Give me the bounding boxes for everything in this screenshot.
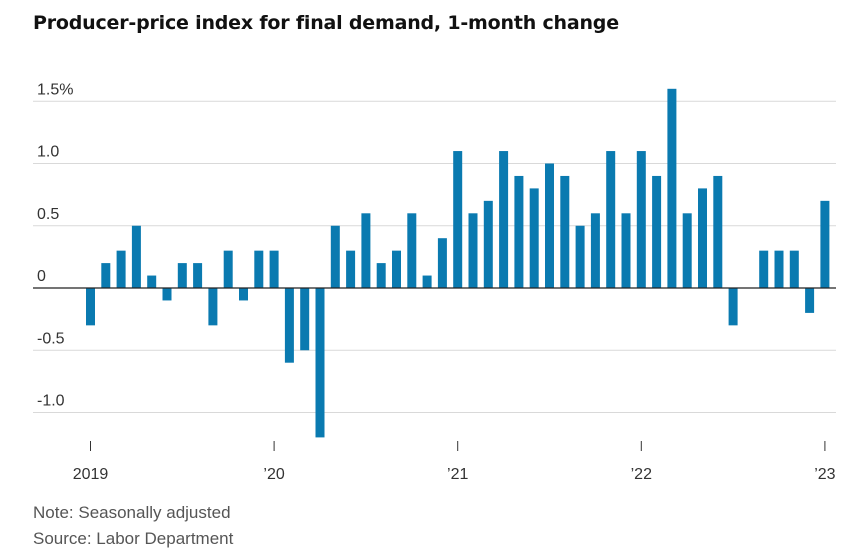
y-tick-label: 0 [37,268,46,285]
bar [330,225,340,288]
bar [147,275,157,288]
bar [499,151,509,288]
bar [789,250,799,288]
y-tick-label: 0.5 [37,206,59,223]
bar [86,288,95,326]
bar [116,250,126,288]
bar [223,250,233,288]
bar [453,151,463,288]
chart-source: Source: Labor Department [33,529,234,548]
bar [422,275,432,288]
bar [346,250,356,288]
y-tick-label: 1.5% [37,81,73,98]
x-tick-label: 2019 [73,466,109,483]
bar [101,263,111,288]
bar [437,238,447,288]
bar [284,288,294,363]
bar [468,213,478,288]
x-tick-label: ’23 [814,466,835,483]
bar [392,250,401,288]
bar [269,250,279,288]
y-tick-label: 1.0 [37,144,59,161]
bar [208,288,218,326]
bar [483,200,493,288]
bar [560,175,570,288]
bar [636,151,646,288]
bar [193,263,203,288]
y-tick-label: -1.0 [37,393,65,410]
bar [621,213,631,288]
bar [177,263,187,288]
bar [667,88,677,288]
bar [805,288,815,313]
bar [575,225,585,288]
bar [376,263,386,288]
bar [131,225,141,288]
bar [728,288,738,326]
bar [698,188,707,288]
bar [239,288,248,301]
bar [407,213,417,288]
bar [590,213,600,288]
bar [162,288,172,301]
bar [529,188,539,288]
bar [315,288,325,438]
bar [774,250,784,288]
x-tick-label: ’21 [447,466,468,483]
bar [545,163,554,288]
bar [820,200,830,288]
bar [759,250,769,288]
bar [713,175,723,288]
bar [682,213,692,288]
bar [361,213,371,288]
y-tick-label: -0.5 [37,330,65,347]
bar-chart: 1.5% 1.0 0.5 0 -0.5 -1.0 2019 ’20 ’21 ’22 ’23 [33,81,836,483]
bar [300,288,310,351]
x-tick-label: ’22 [631,466,652,483]
x-tick-label: ’20 [263,466,284,483]
bar [606,151,616,288]
bar [254,250,264,288]
bar [514,175,524,288]
chart-note: Note: Seasonally adjusted [33,503,231,522]
chart-title: Producer-price index for final demand, 1… [33,12,619,34]
bar [652,175,662,288]
